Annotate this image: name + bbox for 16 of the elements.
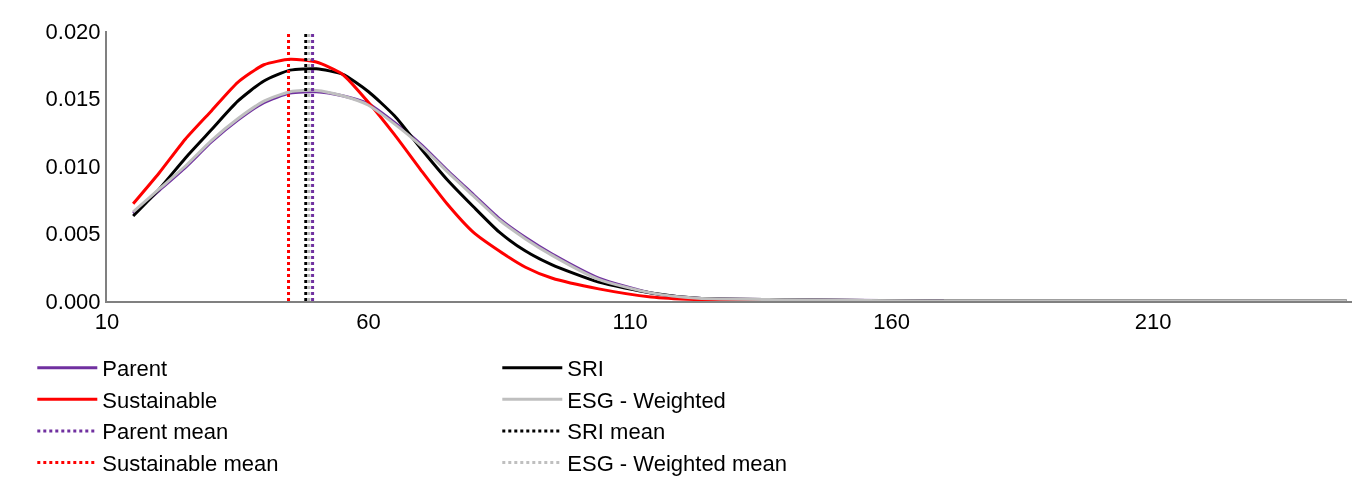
x-tick-label: 60	[356, 309, 381, 335]
legend-label: Sustainable	[102, 387, 218, 413]
x-tick-label: 110	[612, 309, 648, 335]
legend-label: SRI mean	[567, 419, 666, 445]
legend-label: Parent mean	[102, 419, 229, 445]
legend-label: SRI	[567, 356, 604, 382]
y-tick-label: 0.010	[45, 153, 101, 179]
legend-label: ESG - Weighted	[567, 387, 726, 413]
y-tick-label: 0.020	[45, 18, 101, 44]
legend-label: ESG - Weighted mean	[567, 451, 787, 477]
legend-label: Sustainable mean	[102, 451, 279, 477]
x-tick-label: 210	[1134, 309, 1172, 335]
legend-label: Parent	[102, 356, 168, 382]
y-tick-label: 0.015	[45, 86, 101, 112]
x-tick-label: 160	[873, 309, 911, 335]
y-tick-label: 0.005	[45, 221, 101, 247]
